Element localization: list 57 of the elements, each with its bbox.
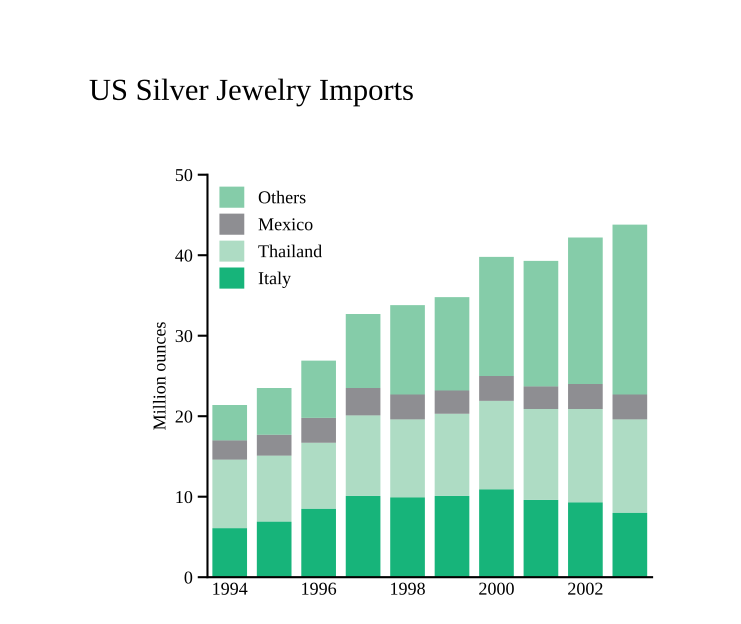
- bar: [346, 314, 380, 388]
- bar: [568, 408, 603, 502]
- bar: [524, 386, 558, 409]
- bar: [390, 419, 425, 498]
- bar: [568, 384, 603, 409]
- y-axis-title: Million ounces: [152, 322, 166, 430]
- bar: [524, 408, 558, 500]
- y-tick-label: 20: [176, 410, 192, 423]
- legend-label: Italy: [258, 272, 292, 288]
- bar: [568, 502, 603, 578]
- bar: [346, 388, 380, 416]
- bar: [390, 305, 425, 394]
- bar: [212, 404, 248, 440]
- bar: [434, 496, 470, 578]
- bar: [301, 442, 336, 509]
- x-tick-label: 2002: [568, 582, 602, 595]
- bar: [256, 388, 292, 435]
- y-tick-label: 30: [176, 330, 192, 342]
- bar: [212, 440, 248, 460]
- bar: [346, 496, 380, 578]
- bar: [256, 456, 292, 522]
- bar: [346, 415, 380, 496]
- bar: [479, 256, 514, 376]
- bar: [568, 238, 603, 384]
- bar: [524, 500, 558, 578]
- bar: [301, 508, 336, 578]
- bar: [390, 498, 425, 578]
- bar: [524, 260, 558, 386]
- legend-label: Others: [258, 190, 306, 204]
- bar: [479, 489, 514, 578]
- x-tick-label: 1998: [391, 582, 425, 595]
- y-tick-label: 0: [184, 571, 192, 584]
- legend-label: Thailand: [258, 244, 322, 258]
- x-tick-label: 1996: [302, 582, 336, 595]
- bar: [612, 419, 648, 513]
- bar: [434, 297, 470, 390]
- bar: [212, 460, 248, 528]
- bar: [212, 528, 248, 578]
- bar: [434, 414, 470, 496]
- x-tick-label: 1994: [213, 582, 248, 595]
- y-tick-label: 40: [175, 249, 192, 262]
- bar: [612, 224, 648, 394]
- bar: [479, 400, 514, 490]
- bar: [390, 394, 425, 420]
- y-tick-label: 10: [176, 490, 192, 504]
- legend-label: Mexico: [258, 218, 312, 230]
- chart-title: US Silver Jewelry Imports: [90, 78, 413, 106]
- bar: [301, 360, 336, 418]
- x-tick-label: 2000: [479, 582, 514, 595]
- bar: [256, 434, 292, 456]
- bar: [256, 522, 292, 578]
- bar: [434, 390, 470, 414]
- bar: [612, 512, 648, 578]
- bar: [479, 376, 514, 401]
- bar: [301, 418, 336, 443]
- bar: [612, 394, 648, 420]
- y-tick-label: 50: [176, 168, 192, 182]
